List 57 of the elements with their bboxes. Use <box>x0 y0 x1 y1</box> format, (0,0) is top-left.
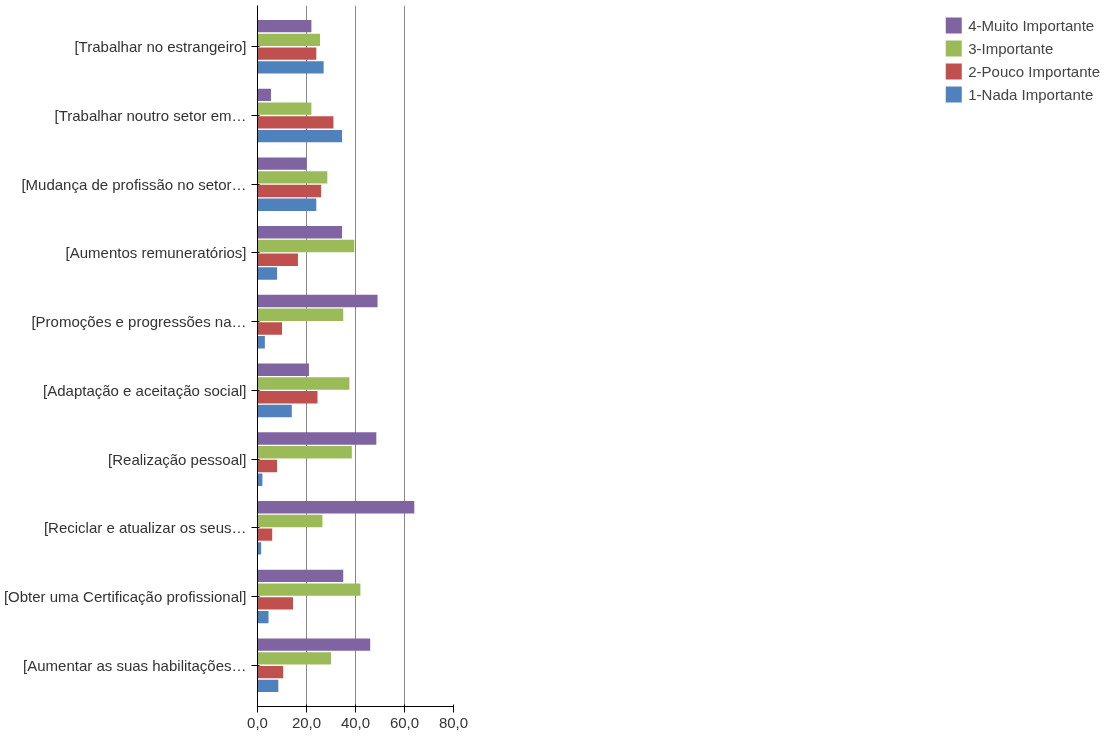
y-tick-label: [Trabalhar noutro setor em… <box>54 106 247 124</box>
bar <box>257 528 273 541</box>
x-tick-label: 40,0 <box>340 713 371 731</box>
bar <box>257 184 322 198</box>
bar <box>257 294 378 308</box>
legend-label: 4-Muito Importante <box>968 16 1095 34</box>
y-tick-label: [Trabalhar no estrangeiro] <box>74 38 247 56</box>
y-tick-label: [Realização pessoal] <box>108 450 247 468</box>
y-tick-label: [Promoções e progressões na… <box>31 313 247 331</box>
bar <box>257 501 415 514</box>
legend-label: 1-Nada Importante <box>968 85 1094 103</box>
x-tick-label: 60,0 <box>389 713 420 731</box>
bar <box>257 432 377 445</box>
bar <box>257 198 317 211</box>
bar <box>257 665 284 679</box>
bar <box>257 33 320 47</box>
bar <box>257 652 331 665</box>
bar <box>257 226 343 239</box>
y-tick-label: [Aumentar as suas habilitações… <box>23 656 247 674</box>
y-tick-label: [Obter uma Certificação profissional] <box>3 588 247 606</box>
bar <box>257 459 278 473</box>
bar <box>257 102 312 115</box>
bar <box>257 322 282 335</box>
x-tick-label: 80,0 <box>438 713 469 731</box>
bar <box>257 514 323 528</box>
legend-label: 2-Pouco Importante <box>968 62 1100 80</box>
bar <box>257 404 292 418</box>
bar <box>257 253 298 266</box>
y-tick-label: [Aumentos remuneratórios] <box>65 244 247 262</box>
bar <box>257 116 334 129</box>
bar <box>257 597 294 610</box>
bar <box>257 363 309 376</box>
bar <box>257 377 350 390</box>
bar <box>257 679 279 693</box>
bar <box>257 336 265 349</box>
y-tick-label: [Reciclar e atualizar os seus… <box>43 519 247 537</box>
bar <box>257 19 312 33</box>
x-tick-label: 0,0 <box>247 713 268 731</box>
bar <box>257 129 343 143</box>
bar <box>257 267 278 280</box>
bar <box>257 446 352 459</box>
bar <box>257 391 318 404</box>
y-tick-label: [Mudança de profissão no setor… <box>21 175 247 193</box>
bar <box>257 61 324 74</box>
legend-label: 3-Importante <box>968 39 1054 57</box>
bar <box>257 47 317 60</box>
y-tick-label: [Adaptação e aceitação social] <box>43 381 247 399</box>
bar <box>257 88 271 102</box>
bar <box>257 638 371 651</box>
x-tick-label: 20,0 <box>291 713 322 731</box>
bar <box>257 610 269 624</box>
bar <box>257 239 355 253</box>
bar <box>257 171 328 184</box>
bar <box>257 308 344 321</box>
bar <box>257 569 344 583</box>
bar <box>257 157 307 170</box>
bar <box>257 583 361 596</box>
